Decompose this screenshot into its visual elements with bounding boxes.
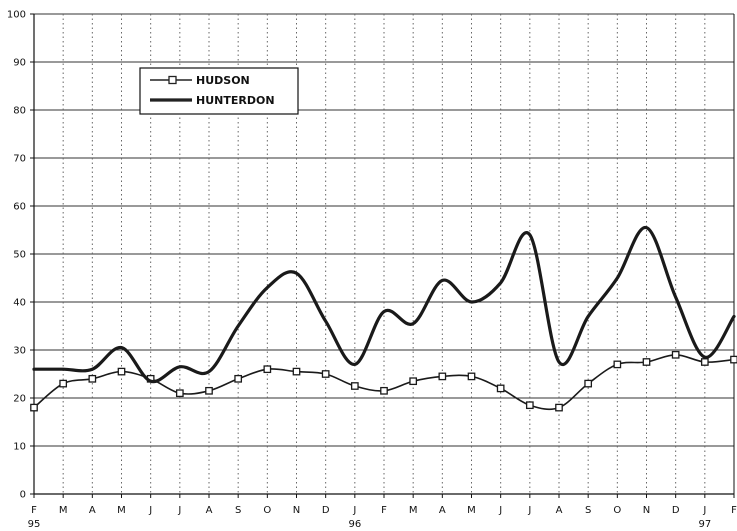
y-tick-label: 100 bbox=[7, 10, 26, 21]
y-tick-label: 70 bbox=[13, 154, 26, 165]
data-point-hudson bbox=[205, 386, 213, 395]
data-point-hudson bbox=[409, 377, 418, 386]
x-tick-label: S bbox=[585, 505, 591, 516]
y-tick-label: 90 bbox=[13, 58, 26, 69]
series-layer bbox=[30, 226, 737, 412]
x-tick-label: F bbox=[31, 505, 37, 516]
year-label: 97 bbox=[698, 519, 711, 530]
data-point-hudson bbox=[88, 374, 97, 383]
data-point-hudson bbox=[642, 358, 651, 366]
x-tick-label: F bbox=[731, 505, 737, 516]
y-axis: 0 10 20 30 40 50 60 70 80 90 100 bbox=[7, 10, 735, 501]
x-tick-label: M bbox=[467, 505, 476, 516]
y-tick-label: 50 bbox=[13, 250, 26, 261]
legend-marker-hudson bbox=[168, 75, 177, 85]
x-tick-label: O bbox=[613, 505, 621, 516]
data-point-hudson bbox=[321, 370, 330, 378]
x-tick-label: D bbox=[672, 505, 680, 516]
data-point-hudson bbox=[30, 403, 38, 412]
x-tick-label: M bbox=[59, 505, 68, 516]
data-point-hudson bbox=[263, 365, 272, 374]
x-tick-label: J bbox=[352, 505, 356, 516]
y-tick-label: 60 bbox=[13, 202, 26, 213]
legend-box bbox=[139, 67, 299, 115]
data-point-hudson bbox=[438, 372, 447, 381]
data-point-hudson bbox=[292, 367, 301, 376]
legend-label-hudson: HUDSON bbox=[196, 74, 250, 87]
y-tick-label: 80 bbox=[13, 106, 26, 117]
year-label: 96 bbox=[348, 519, 361, 530]
data-point-hudson bbox=[525, 401, 534, 410]
x-tick-label: J bbox=[702, 505, 706, 516]
x-tick-label: S bbox=[235, 505, 241, 516]
data-point-hudson bbox=[467, 372, 476, 381]
year-label: 95 bbox=[28, 519, 41, 530]
data-point-hudson bbox=[730, 355, 737, 364]
x-tick-label: A bbox=[439, 505, 446, 516]
y-tick-label: 10 bbox=[13, 442, 26, 453]
data-point-hudson bbox=[350, 382, 359, 390]
series-line-hunterdon bbox=[32, 226, 736, 384]
data-point-hudson bbox=[234, 374, 243, 383]
x-tick-label: A bbox=[206, 505, 213, 516]
data-point-hudson bbox=[175, 389, 184, 398]
data-point-hudson bbox=[584, 379, 593, 388]
x-axis: F M A M J J A S O N D J F M A M J J A S O N D J F 95 96 97 bbox=[28, 493, 737, 530]
data-point-hudson bbox=[117, 367, 126, 376]
x-tick-label: J bbox=[148, 505, 152, 516]
data-point-hudson bbox=[380, 386, 388, 395]
data-point-hudson bbox=[700, 358, 709, 366]
y-tick-label: 20 bbox=[13, 394, 26, 405]
x-tick-label: F bbox=[381, 505, 387, 516]
legend: HUDSON HUNTERDON bbox=[139, 67, 299, 115]
x-tick-label: D bbox=[322, 505, 330, 516]
x-tick-label: N bbox=[643, 505, 650, 516]
grid bbox=[34, 13, 734, 495]
legend-label-hunterdon: HUNTERDON bbox=[196, 94, 275, 107]
x-tick-label: J bbox=[498, 505, 502, 516]
x-tick-label: O bbox=[263, 505, 271, 516]
x-tick-label: J bbox=[177, 505, 181, 516]
y-tick-label: 40 bbox=[13, 298, 26, 309]
data-point-hudson bbox=[671, 350, 680, 359]
x-tick-label: N bbox=[293, 505, 300, 516]
x-tick-label: A bbox=[89, 505, 96, 516]
data-point-hudson bbox=[555, 403, 563, 412]
x-tick-label: A bbox=[556, 505, 563, 516]
y-tick-label: 30 bbox=[13, 346, 26, 357]
y-tick-label: 0 bbox=[20, 490, 26, 501]
x-tick-label: J bbox=[527, 505, 531, 516]
data-point-hudson bbox=[59, 379, 68, 388]
x-tick-label: M bbox=[117, 505, 126, 516]
x-tick-label: M bbox=[409, 505, 418, 516]
data-point-hudson bbox=[613, 360, 622, 369]
data-point-hudson bbox=[496, 384, 505, 393]
